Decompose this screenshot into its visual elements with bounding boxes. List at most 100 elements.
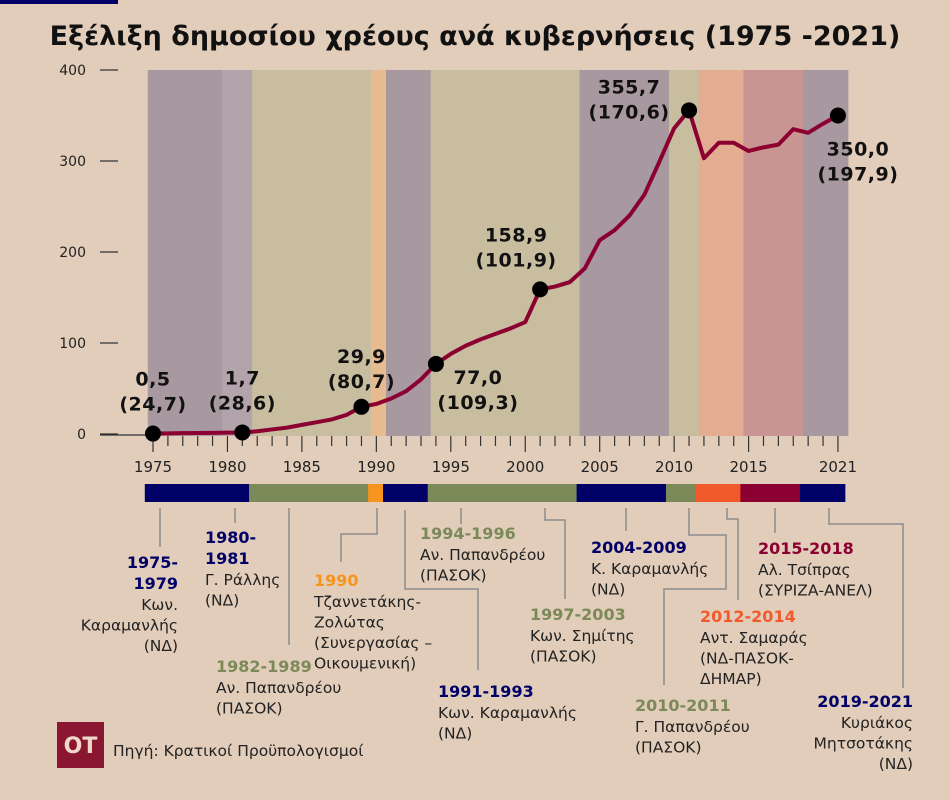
band-2015-2018 — [743, 70, 804, 436]
period-years: 2010-2011 — [635, 696, 731, 715]
annotation-value: 0,5 — [135, 369, 170, 391]
period-label-1991-1993: 1991-1993 Κων. Καραμανλής (ΝΔ) — [438, 682, 577, 743]
y-tick-label: 100 — [59, 336, 86, 352]
period-text: Κ. Καραμανλής — [591, 560, 708, 578]
period-label-2015-2018: 2015-2018 Αλ. Τσίπρας (ΣΥΡΙΖΑ-ΑΝΕΛ) — [758, 539, 873, 600]
period-years: 1980- — [205, 528, 256, 547]
period-label-2010-2011: 2010-2011 Γ. Παπανδρέου (ΠΑΣΟΚ) — [635, 696, 750, 757]
timeline-bar-2010-2011 — [665, 484, 697, 502]
period-text: (Συνεργασίας – — [314, 634, 432, 652]
annotation-percent: (197,9) — [817, 164, 898, 186]
highlight-dot-1981 — [234, 424, 251, 441]
annotation-percent: (24,7) — [119, 394, 186, 416]
period-text: (ΠΑΣΟΚ) — [420, 567, 487, 585]
highlight-dot-1975 — [145, 425, 161, 442]
period-label-2004-2009: 2004-2009 Κ. Καραμανλής (ΝΔ) — [591, 538, 708, 599]
period-text: Μητσοτάκης — [814, 735, 913, 753]
period-text: (ΠΑΣΟΚ) — [635, 739, 702, 757]
annotation-percent: (170,6) — [589, 101, 670, 123]
period-text: (ΠΑΣΟΚ) — [530, 648, 597, 666]
timeline-bar-2019-2021 — [799, 484, 846, 502]
period-years: 1990 — [314, 571, 359, 590]
period-text: Οικουμενική) — [314, 655, 416, 673]
period-label-1994-1996: 1994-1996 Αν. Παπανδρέου (ΠΑΣΟΚ) — [420, 524, 545, 585]
timeline-bar-2015-2018 — [740, 484, 801, 502]
x-tick-label: 1990 — [357, 458, 395, 476]
period-text: Αντ. Σαμαράς — [700, 629, 808, 647]
period-text: Κων. Σημίτης — [530, 627, 635, 645]
period-years: 1981 — [205, 549, 250, 568]
logo — [57, 722, 104, 768]
x-tick-label: 2005 — [581, 458, 619, 476]
highlight-dot-2011 — [681, 102, 698, 119]
period-years: 1982-1989 — [216, 657, 312, 676]
period-years: 1975- — [127, 553, 178, 572]
accent-bar — [0, 0, 118, 4]
annotation-value: 1,7 — [225, 367, 260, 389]
period-text: (ΝΔ) — [591, 581, 625, 599]
period-text: ΔΗΜΑΡ) — [700, 670, 762, 688]
period-text: Τζαννετάκης- — [313, 593, 421, 611]
period-label-1990-1990: 1990 Τζαννετάκης- Ζολώτας (Συνεργασίας – Οικ… — [313, 571, 432, 673]
period-years: 2004-2009 — [591, 538, 687, 557]
timeline-bar-1982-1989 — [249, 484, 369, 502]
annotation-percent: (80,7) — [328, 371, 395, 393]
period-text: Κων. Καραμανλής — [438, 704, 577, 722]
period-text: (ΝΔ) — [879, 755, 913, 773]
y-axis: 400 300 200 100 0 — [59, 63, 118, 443]
timeline-bar-2004-2009 — [576, 484, 667, 502]
period-text: (ΝΔ) — [144, 637, 178, 655]
period-text: Ζολώτας — [314, 614, 385, 632]
x-tick-label: 1985 — [283, 458, 321, 476]
period-text: Καραμανλής — [81, 617, 178, 635]
debt-series-line — [152, 108, 839, 436]
annotation-value: 29,9 — [337, 346, 386, 368]
period-years: 1997-2003 — [530, 605, 626, 624]
x-axis: 1975 1980 1985 1990 1995 2000 2005 2010 2015 2021 — [100, 434, 857, 476]
band-1980-1981 — [222, 70, 253, 436]
period-text: (ΝΔ) — [438, 725, 472, 743]
x-tick-label: 1980 — [208, 458, 246, 476]
annotation-value: 158,9 — [485, 224, 548, 246]
period-labels: 1975- 1979 Κων. Καραμανλής (ΝΔ) 1980- 1981 Γ. Ρ… — [81, 524, 913, 773]
annotation-percent: (101,9) — [476, 249, 557, 271]
annotation-percent: (109,3) — [437, 392, 518, 414]
footer: OT Πηγή: Κρατικοί Προϋπολογισμοί — [57, 722, 364, 768]
band-1997-2003 — [475, 70, 581, 436]
period-text: Κυριάκος — [841, 714, 913, 732]
band-2012-2014 — [698, 70, 745, 436]
timeline-bar-2012-2014 — [695, 484, 742, 502]
period-years: 2019-2021 — [817, 692, 913, 711]
period-label-2019-2021: 2019-2021 Κυριάκος Μητσοτάκης (ΝΔ) — [814, 692, 913, 773]
timeline-bar-1980-1981 — [219, 484, 250, 502]
x-tick-label: 2021 — [819, 458, 857, 476]
period-years: 2012-2014 — [700, 607, 796, 626]
band-2019-2021 — [802, 70, 849, 436]
source-text: Πηγή: Κρατικοί Προϋπολογισμοί — [113, 742, 364, 760]
timeline-bar-1990-1990 — [368, 484, 384, 502]
timeline-bar-1994-1996 — [427, 484, 474, 502]
period-text: Αν. Παπανδρέου — [216, 679, 341, 697]
period-text: Αλ. Τσίπρας — [758, 561, 851, 579]
period-text: Γ. Ράλλης — [205, 571, 280, 589]
x-tick-label: 1995 — [432, 458, 470, 476]
annotation-value: 350,0 — [827, 139, 890, 161]
annotation-value: 355,7 — [598, 76, 661, 98]
period-text: Κων. — [141, 596, 178, 614]
period-label-2012-2014: 2012-2014 Αντ. Σαμαράς (ΝΔ-ΠΑΣΟΚ- ΔΗΜΑΡ) — [700, 607, 808, 688]
highlight-dot-1989 — [353, 398, 370, 415]
band-1975-1979 — [147, 70, 223, 436]
highlight-dot-1994 — [427, 355, 444, 372]
period-years: 1991-1993 — [438, 682, 534, 701]
period-years: 1979 — [133, 574, 178, 593]
annotation-percent: (28,6) — [209, 392, 276, 414]
leader-lines — [159, 508, 904, 688]
period-years: 2015-2018 — [758, 539, 854, 558]
y-tick-label: 300 — [59, 154, 86, 170]
band-1982-1989 — [252, 70, 372, 436]
y-tick-label: 0 — [77, 427, 86, 443]
period-text: Γ. Παπανδρέου — [635, 718, 750, 736]
period-label-1982-1989: 1982-1989 Αν. Παπανδρέου (ΠΑΣΟΚ) — [216, 657, 341, 718]
period-text: (ΣΥΡΙΖΑ-ΑΝΕΛ) — [758, 582, 873, 600]
logo-text: OT — [64, 734, 98, 759]
